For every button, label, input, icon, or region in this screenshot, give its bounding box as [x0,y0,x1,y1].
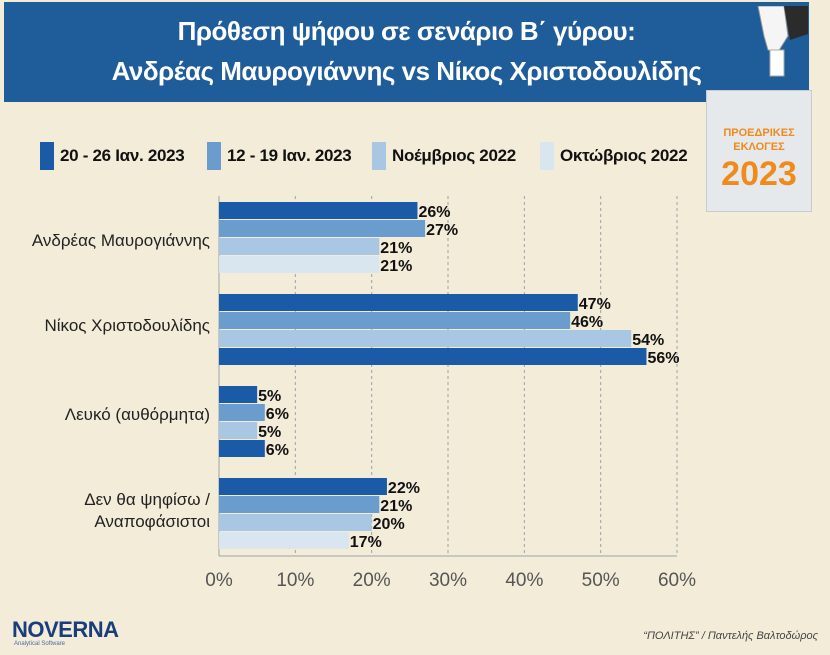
badge-year: 2023 [721,155,797,193]
bar-value-label-4-4: 17% [350,534,382,551]
bar-3-3 [219,422,258,439]
bar-value-label-1-3: 21% [380,240,412,257]
bar-value-label-1-4: 21% [380,258,412,275]
x-tick-label-3: 20% [353,570,391,591]
x-tick-label-2: 10% [276,570,314,591]
legend-label-3: Νοέμβριος 2022 [392,146,516,165]
legend-item-4: Οκτώβριος 2022 [540,142,688,170]
bar-3-4 [219,440,265,457]
bar-value-label-2-4: 56% [647,350,679,367]
source-credit: “ΠΟΛΙΤΗΣ” / Παντελής Βαλτοδώρος [643,630,818,642]
legend-swatch-1 [40,142,54,170]
category-label-1: Ανδρέας Μαυρογιάννης [31,231,210,250]
bar-4-4 [219,532,349,549]
badge-line1: ΠΡΟΕΔΡΙΚΕΣ [723,127,795,139]
legend-label-1: 20 - 26 Ιαν. 2023 [60,146,185,165]
bar-value-label-3-1: 5% [258,388,281,405]
bar-2-2 [219,312,571,329]
noverna-logo: NOVERNA [12,617,119,642]
title-banner: Πρόθεση ψήφου σε σενάριο Β΄ γύρου: Ανδρέ… [4,2,809,102]
bar-4-3 [219,514,372,531]
bar-value-label-4-2: 21% [380,498,412,515]
bar-1-3 [219,238,380,255]
legend-item-3: Νοέμβριος 2022 [372,142,516,170]
bar-value-label-1-1: 26% [418,204,450,221]
legend-item-1: 20 - 26 Ιαν. 2023 [40,142,185,170]
x-tick-label-4: 30% [429,570,467,591]
category-label-4: Δεν θα ψηφίσω / Αναποφάσιστοι [84,490,210,531]
bar-1-4 [219,256,380,273]
election-badge: ΠΡΟΕΔΡΙΚΕΣ ΕΚΛΟΓΕΣ 2023 [706,90,812,212]
bar-value-label-4-1: 22% [388,480,420,497]
bar-value-label-2-2: 46% [571,314,603,331]
ballot-hand-icon [757,6,808,77]
bar-value-label-4-3: 20% [373,516,405,533]
bar-value-label-2-3: 54% [632,332,664,349]
bar-4-1 [219,478,387,495]
bar-value-label-3-2: 6% [266,406,289,423]
bar-2-1 [219,294,578,311]
legend-swatch-2 [207,142,221,170]
legend-swatch-4 [540,142,554,170]
legend-label-4: Οκτώβριος 2022 [560,146,688,165]
x-tick-label-7: 60% [658,570,696,591]
bar-3-2 [219,404,265,421]
bar-value-label-1-2: 27% [426,222,458,239]
category-label-3: Λευκό (αυθόρμητα) [64,405,210,424]
legend-item-2: 12 - 19 Ιαν. 2023 [207,142,352,170]
bar-value-label-3-4: 6% [266,442,289,459]
bar-3-1 [219,386,258,403]
x-tick-label-1: 0% [205,570,233,591]
x-tick-label-5: 40% [505,570,543,591]
bar-1-1 [219,202,418,219]
noverna-logo-sub: Analytical Software [14,641,66,647]
legend-label-2: 12 - 19 Ιαν. 2023 [227,146,352,165]
bar-value-label-2-1: 47% [579,296,611,313]
bar-4-2 [219,496,380,513]
bar-2-4 [219,348,647,365]
badge-line2: ΕΚΛΟΓΕΣ [733,141,785,153]
chart-title-line1: Πρόθεση ψήφου σε σενάριο Β΄ γύρου: [177,16,636,46]
category-label-2: Νίκος Χριστοδουλίδης [44,316,210,335]
chart-title-line2: Ανδρέας Μαυρογιάννης vs Νίκος Χριστοδουλ… [111,56,702,86]
bar-value-label-3-3: 5% [258,424,281,441]
legend-swatch-3 [372,142,386,170]
bar-1-2 [219,220,426,237]
bar-2-3 [219,330,632,347]
x-tick-label-6: 50% [582,570,620,591]
